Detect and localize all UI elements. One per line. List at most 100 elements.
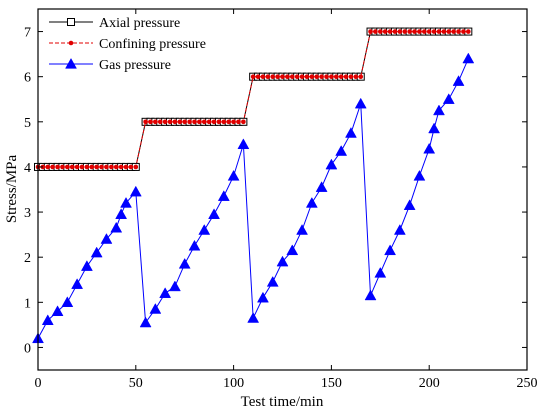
confining-pressure-point [192, 119, 197, 125]
gas-pressure-point [428, 122, 441, 134]
confining-pressure-point [50, 164, 55, 170]
x-tick-label: 0 [35, 376, 42, 391]
confining-pressure-point [167, 119, 173, 125]
gas-pressure-point [168, 280, 181, 292]
gas-pressure-point [305, 197, 318, 208]
gas-pressure-point [198, 224, 211, 235]
gas-pressure-point [433, 104, 445, 116]
confining-pressure-point [333, 74, 339, 79]
axial-pressure-point [67, 18, 75, 26]
gas-pressure-point [442, 93, 455, 104]
gas-pressure-point [188, 239, 201, 251]
confining-pressure-point [265, 74, 271, 79]
confining-pressure-point [74, 164, 80, 170]
axes: 0 50 100 150 200 250 0 1 2 3 4 5 6 7 [24, 9, 538, 391]
x-tick-label: 100 [223, 376, 244, 391]
confining-pressure-point [182, 119, 187, 125]
gas-pressure-line [37, 58, 469, 339]
confining-pressure-point [338, 74, 344, 79]
confining-pressure-point [148, 119, 153, 125]
confining-pressure-point [128, 164, 134, 170]
confining-pressure-point [402, 29, 408, 34]
plot-area [32, 27, 475, 344]
x-axis-title: Test time/min [241, 394, 324, 410]
confining-pressure-point [304, 74, 310, 79]
y-tick-label: 6 [24, 71, 31, 86]
confining-pressure-point [407, 29, 412, 34]
gas-pressure-point [115, 208, 128, 219]
confining-pressure-point [172, 119, 178, 125]
confining-pressure-point [68, 40, 74, 46]
y-tick-label: 3 [24, 206, 31, 221]
confining-pressure-point [45, 164, 51, 170]
y-tick-label: 5 [24, 116, 31, 131]
confining-pressure-point [60, 164, 65, 170]
x-tick-label: 250 [517, 376, 538, 391]
confining-pressure-point [412, 29, 417, 34]
gas-pressure-point [227, 169, 240, 181]
confining-pressure-point [236, 119, 241, 125]
gas-pressure-point [247, 312, 260, 323]
x-tick-label: 150 [321, 376, 342, 391]
gas-pressure-point [462, 52, 475, 64]
confining-pressure-point [104, 164, 109, 170]
confining-pressure-point [417, 29, 422, 34]
confining-pressure-point [441, 29, 447, 34]
confining-pressure-point [294, 74, 300, 79]
gas-pressure-point [41, 314, 54, 326]
gas-pressure-point [374, 266, 387, 278]
gas-pressure-point [208, 208, 220, 219]
confining-pressure-point [221, 119, 227, 125]
confining-pressure-point [436, 29, 442, 34]
gas-pressure-point [423, 142, 436, 154]
confining-pressure-point [314, 74, 320, 79]
confining-pressure-point [197, 119, 202, 125]
confining-pressure-point [201, 119, 207, 125]
gas-pressure-point [100, 233, 113, 244]
confining-pressure-point [89, 164, 95, 170]
gas-pressure-point [296, 224, 308, 235]
confining-pressure-point [382, 29, 388, 34]
confining-pressure-point [466, 29, 471, 34]
gas-pressure-point [335, 145, 348, 156]
gas-pressure-point [139, 316, 152, 328]
gas-pressure-point [364, 289, 377, 301]
confining-pressure-point [461, 29, 466, 34]
confining-pressure-point [211, 119, 217, 125]
gas-pressure-point [257, 291, 269, 303]
confining-pressure-point [113, 164, 119, 170]
gas-pressure-line-group [32, 52, 475, 344]
confining-pressure-point [280, 74, 285, 79]
confining-pressure-point [392, 29, 398, 34]
gas-pressure-point [51, 305, 64, 316]
gas-pressure-point [325, 158, 338, 170]
confining-pressure-point [84, 164, 90, 170]
confining-pressure-point [299, 74, 305, 79]
y-tick-label: 0 [24, 341, 31, 356]
gas-pressure-point [159, 287, 172, 298]
confining-pressure-point [309, 74, 315, 79]
confining-pressure-point [177, 119, 183, 125]
gas-pressure-point [266, 275, 279, 287]
x-tick-label: 200 [419, 376, 440, 391]
gas-pressure-point [286, 244, 299, 256]
confining-pressure-point [348, 74, 354, 79]
confining-pressure-point [109, 164, 114, 170]
confining-pressure-point [275, 74, 280, 79]
confining-pressure-point [368, 29, 373, 34]
confining-pressure-point [319, 74, 324, 79]
gas-pressure-point [71, 278, 84, 289]
confining-pressure-point [69, 164, 75, 170]
confining-pressure-point [162, 119, 168, 125]
confining-pressure-point [289, 74, 295, 79]
gas-pressure-point [315, 181, 328, 192]
plot-frame [37, 8, 528, 371]
confining-pressure-point [353, 74, 359, 79]
confining-pressure-point [324, 74, 329, 79]
confining-pressure-point [250, 74, 256, 79]
confining-pressure-point [241, 119, 246, 125]
confining-pressure-point [343, 74, 349, 79]
confining-pressure-line-group [35, 29, 471, 170]
gas-pressure-point [403, 199, 416, 210]
